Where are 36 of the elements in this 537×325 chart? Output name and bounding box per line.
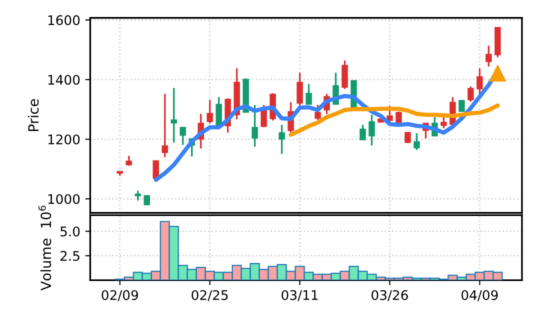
x-tick-label: 03/26	[372, 290, 408, 302]
candlestick	[386, 105, 393, 122]
candlestick	[486, 44, 492, 68]
x-tick-label: 02/09	[102, 290, 138, 302]
x-tick-label: 04/09	[462, 290, 498, 302]
candlestick	[296, 72, 303, 108]
candlestick	[260, 104, 267, 128]
x-tick-label: 03/11	[282, 290, 318, 302]
candlestick	[152, 160, 159, 179]
candlestick	[206, 99, 213, 124]
candlestick	[306, 83, 312, 106]
candlestick	[162, 93, 168, 158]
candlestick	[144, 195, 150, 206]
y-tick-label: 1400	[48, 74, 80, 85]
candlestick	[342, 60, 348, 90]
y-tick-label: 1200	[48, 134, 80, 144]
candlestick	[134, 190, 142, 202]
candlestick	[278, 124, 285, 155]
candlestick	[252, 104, 258, 148]
candlestick	[360, 124, 366, 141]
candlestick	[468, 86, 474, 102]
candlestick	[126, 155, 132, 167]
y-tick-label: 1000	[48, 194, 80, 204]
line-series	[288, 103, 500, 137]
candlestick	[368, 114, 375, 146]
candlestick	[216, 96, 222, 128]
candlestick	[414, 132, 420, 151]
y-tick-label: 1600	[48, 15, 80, 26]
y-tick-label: 2.5	[60, 250, 80, 261]
x-tick-label: 02/25	[192, 290, 228, 302]
y-axis-title: Price	[28, 99, 39, 131]
candlestick	[180, 126, 186, 146]
y-tick-label: 5.0	[60, 226, 80, 236]
y-axis-title: Volume 10$^{6}$	[38, 206, 52, 291]
candlestick	[440, 116, 447, 130]
candlestick	[170, 87, 177, 144]
